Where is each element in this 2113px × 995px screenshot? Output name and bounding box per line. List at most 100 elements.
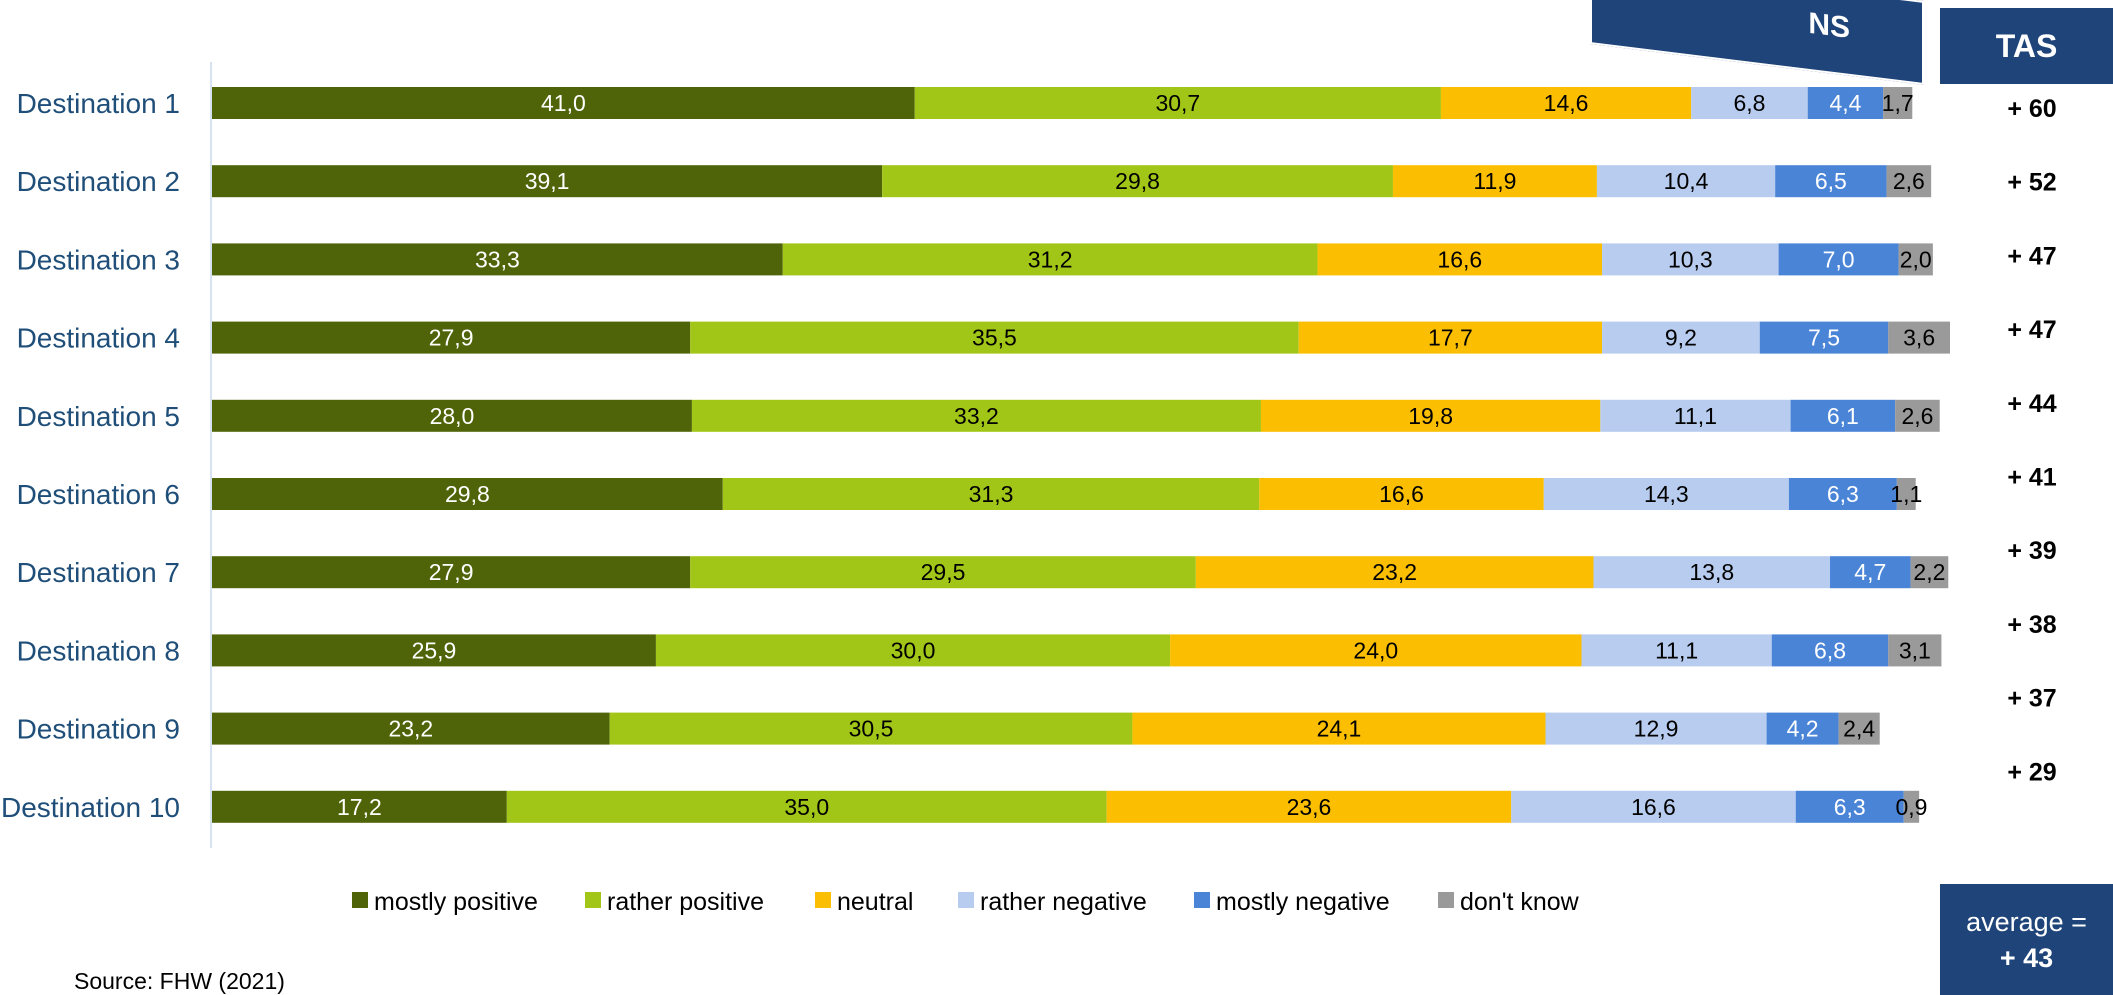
bar-segment — [1771, 634, 1889, 667]
bar-segment — [1543, 478, 1789, 510]
bar-segment — [1888, 634, 1942, 667]
legend-swatch — [1194, 892, 1210, 908]
bar-segment — [1511, 790, 1796, 823]
bar-segment — [691, 399, 1261, 432]
bar-segment — [914, 87, 1441, 119]
tas-value: + 29 — [2007, 758, 2056, 786]
data-label: 29,8 — [1115, 168, 1160, 194]
data-label: 12,9 — [1634, 716, 1679, 742]
legend-label: rather positive — [607, 888, 764, 916]
bar-segment — [1602, 321, 1760, 354]
data-label: 30,0 — [891, 637, 936, 663]
bar-segment — [212, 790, 507, 823]
bar-segment — [690, 556, 1196, 589]
data-label: 1,7 — [1882, 90, 1914, 116]
bar-segment — [1600, 399, 1791, 432]
category-label: Destination 8 — [17, 635, 180, 666]
data-label: 27,9 — [429, 559, 474, 585]
data-label: 9,2 — [1665, 325, 1697, 351]
tas-value: + 47 — [2007, 242, 2056, 270]
tas-value: + 47 — [2007, 316, 2056, 344]
data-label: 6,8 — [1733, 90, 1765, 116]
category-label: Destination 2 — [17, 166, 180, 197]
bar-segment — [212, 634, 656, 667]
tas-value: + 44 — [2007, 390, 2056, 418]
bar-segment — [1440, 87, 1692, 119]
data-label: 2,2 — [1913, 559, 1945, 585]
bar-segment — [1759, 321, 1889, 354]
bar-segment — [212, 399, 692, 432]
data-label: 6,3 — [1834, 794, 1866, 820]
bar-segment — [609, 712, 1133, 745]
bar-segment — [212, 321, 691, 354]
data-label: 4,2 — [1787, 716, 1819, 742]
bar-segment — [212, 712, 610, 745]
category-label: Destination 5 — [17, 401, 180, 432]
data-label: 2,6 — [1893, 168, 1925, 194]
legend-label: mostly negative — [1216, 888, 1390, 916]
data-label: 6,5 — [1815, 168, 1847, 194]
data-label: 6,1 — [1827, 403, 1859, 429]
data-label: 11,1 — [1655, 637, 1698, 663]
legend-label: mostly positive — [374, 888, 538, 916]
category-label: Destination 3 — [17, 244, 180, 275]
tas-value: + 52 — [2007, 169, 2056, 197]
bar-segment — [1778, 243, 1899, 276]
data-label: 16,6 — [1379, 481, 1424, 507]
data-label: 3,6 — [1903, 325, 1935, 351]
data-label: 35,5 — [972, 325, 1017, 351]
bar-segment — [1392, 165, 1597, 198]
bar-segment — [1298, 321, 1603, 354]
data-label: 2,0 — [1900, 246, 1932, 272]
average-box: average = + 43 — [1940, 884, 2113, 995]
bar-segment — [1883, 87, 1913, 119]
data-label: 31,3 — [969, 481, 1014, 507]
bar-segment — [1596, 165, 1776, 198]
bar-segment — [1895, 399, 1940, 432]
tas-header: TAS — [1940, 8, 2113, 84]
data-label: 17,2 — [337, 794, 382, 820]
data-label: 30,5 — [849, 716, 894, 742]
data-label: 1,1 — [1890, 481, 1922, 507]
data-label: 31,2 — [1028, 246, 1073, 272]
bar-segment — [212, 556, 691, 589]
data-label: 33,2 — [954, 403, 999, 429]
bar-segment — [1260, 399, 1601, 432]
data-label: 7,5 — [1808, 325, 1840, 351]
category-label: Destination 7 — [17, 557, 180, 588]
data-label: 27,9 — [429, 325, 474, 351]
bar-segment — [506, 790, 1107, 823]
data-label: 11,9 — [1473, 168, 1516, 194]
data-label: 10,3 — [1668, 246, 1713, 272]
tas-value: + 38 — [2007, 611, 2056, 639]
bar-segment — [655, 634, 1171, 667]
bar-segment — [1593, 556, 1831, 589]
bar-segment — [212, 87, 915, 119]
tas-value: + 41 — [2007, 464, 2056, 492]
data-label: 19,8 — [1408, 403, 1453, 429]
data-label: 23,6 — [1287, 794, 1332, 820]
bar-segment — [1795, 790, 1904, 823]
bar-segment — [782, 243, 1318, 276]
data-label: 6,8 — [1814, 637, 1846, 663]
bar-segment — [1132, 712, 1546, 745]
data-label: 39,1 — [525, 168, 570, 194]
data-label: 29,8 — [445, 481, 490, 507]
tas-value: + 39 — [2007, 537, 2056, 565]
category-label: Destination 6 — [17, 479, 180, 510]
data-label: 35,0 — [784, 794, 829, 820]
data-label: 3,1 — [1899, 637, 1931, 663]
bar-segment — [1195, 556, 1594, 589]
bar-segment — [1259, 478, 1544, 510]
bar-segment — [1903, 790, 1920, 823]
legend-swatch — [585, 892, 601, 908]
data-label: 0,9 — [1895, 794, 1927, 820]
data-label: 2,4 — [1843, 716, 1875, 742]
bar-segment — [1838, 712, 1880, 745]
source-note: Source: FHW (2021) — [74, 968, 285, 994]
bar-segment — [1581, 634, 1772, 667]
bar-segment — [1888, 321, 1950, 354]
data-label: 16,6 — [1437, 246, 1482, 272]
legend-swatch — [352, 892, 368, 908]
bar-segment — [1602, 243, 1779, 276]
